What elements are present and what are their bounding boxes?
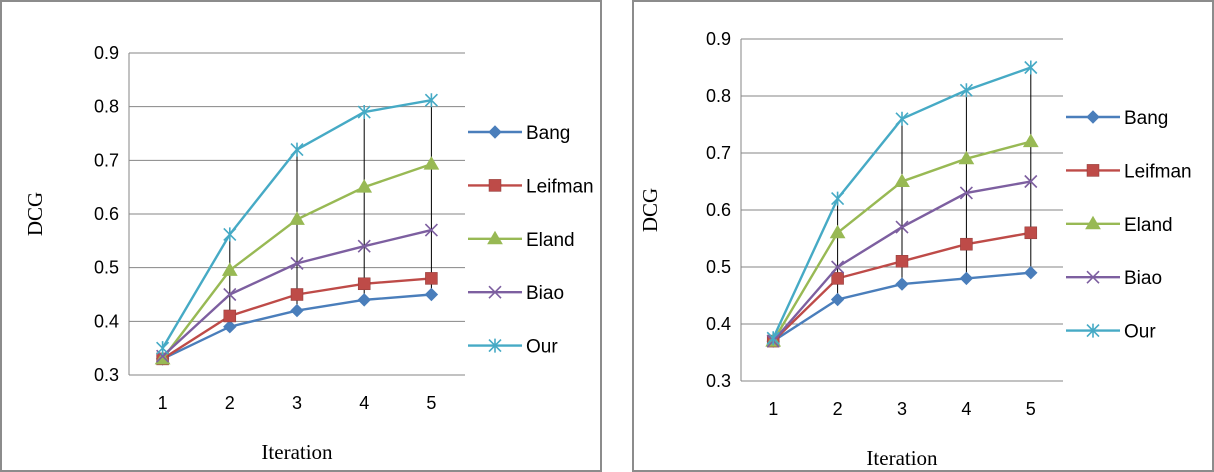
data-point-our [156,341,170,356]
data-point-biao [831,260,845,274]
legend-label-leifman: Leifman [526,176,594,197]
legend-label-leifman: Leifman [1124,161,1192,182]
data-point-bang [357,293,371,307]
data-point-biao [290,256,304,270]
data-point-eland [356,179,373,193]
data-point-our [895,111,909,126]
data-point-eland [221,262,238,276]
y-tick-label: 0.6 [94,204,119,224]
x-tick-label: 5 [1026,399,1036,419]
data-point-bang [830,292,845,307]
legend-label-eland: Eland [1124,215,1173,236]
y-tick-label: 0.9 [706,29,731,49]
data-point-leifman [357,277,371,291]
chart-panel-left: 0.3 0.4 0.5 0.6 0.7 0.8 0.9 1 2 3 4 5 Iteration DCG Ba… [0,0,602,472]
legend-marker-leifman [488,179,502,192]
x-axis-label: Iteration [866,446,938,470]
data-point-leifman [831,272,844,285]
legend-label-our: Our [526,337,558,358]
y-tick-label: 0.7 [706,143,731,163]
data-point-biao [1024,174,1038,189]
x-tick-label: 2 [225,393,235,413]
data-point-our [290,142,304,157]
legend-label-bang: Bang [526,123,570,144]
data-point-biao [223,287,237,302]
legend-marker-bang [488,125,502,139]
data-point-leifman [895,255,909,268]
data-point-eland [423,156,440,170]
data-point-biao [959,186,973,200]
data-point-leifman [223,309,237,323]
y-tick-label: 0.5 [94,258,119,278]
data-point-our [959,83,973,98]
x-tick-label: 3 [897,399,907,419]
legend-marker-eland [487,230,503,245]
legend-label-eland: Eland [526,230,575,251]
legend-marker-bang [1086,110,1100,124]
legend-marker-our [1086,323,1100,338]
x-tick-label: 1 [158,393,168,413]
y-tick-label: 0.8 [706,86,731,106]
x-tick-label: 4 [961,399,971,419]
data-point-leifman [960,237,973,251]
x-tick-label: 4 [359,393,369,413]
legend-marker-our [488,338,502,353]
x-tick-label: 5 [426,393,436,413]
dcg-chart-left: 0.3 0.4 0.5 0.6 0.7 0.8 0.9 1 2 3 4 5 Iteration DCG Ba… [23,43,594,464]
y-tick-label: 0.9 [94,43,119,63]
legend-label-biao: Biao [526,283,564,304]
panel-gap [602,0,632,472]
data-point-biao [424,223,438,237]
legend-label-our: Our [1124,322,1156,343]
data-point-leifman [1024,226,1038,240]
legend-marker-leifman [1086,164,1100,177]
data-point-bang [424,287,439,302]
data-point-bang [959,271,974,286]
data-point-eland [1022,133,1039,148]
data-point-bang [895,277,909,291]
y-tick-label: 0.8 [94,97,119,117]
legend-marker-biao [1086,270,1100,284]
y-tick-label: 0.3 [706,371,731,391]
data-point-eland [289,211,305,225]
chart-panel-right: 0.3 0.4 0.5 0.6 0.7 0.8 0.9 1 2 3 4 5 Iteration DCG Ba… [632,0,1214,472]
data-point-our [223,227,237,242]
y-axis-label: DCG [23,192,47,236]
data-point-bang [290,303,304,318]
data-point-our [831,191,845,206]
data-point-eland [894,173,910,187]
data-point-biao [357,239,371,253]
x-tick-label: 3 [292,393,302,413]
y-tick-label: 0.6 [706,200,731,220]
y-tick-label: 0.5 [706,257,731,277]
data-point-eland [958,150,975,165]
y-tick-label: 0.7 [94,150,119,170]
legend-marker-biao [488,285,502,299]
data-point-biao [895,220,909,234]
data-point-our [1024,60,1038,75]
legend-marker-eland [1085,215,1101,230]
x-axis-label: Iteration [261,440,333,464]
y-tick-label: 0.3 [94,365,119,385]
data-point-leifman [290,288,304,301]
dcg-chart-right: 0.3 0.4 0.5 0.6 0.7 0.8 0.9 1 2 3 4 5 Iteration DCG Ba… [638,29,1192,470]
x-tick-label: 2 [833,399,843,419]
legend-label-bang: Bang [1124,108,1168,129]
y-axis-label: DCG [638,188,662,232]
legend-label-biao: Biao [1124,268,1162,289]
y-tick-label: 0.4 [706,314,731,334]
data-point-bang [1024,265,1038,280]
x-tick-label: 1 [768,399,778,419]
data-point-our [766,331,780,346]
data-point-bang [223,319,237,334]
data-point-eland [154,350,171,365]
y-tick-label: 0.4 [94,311,119,331]
data-point-eland [829,224,846,239]
data-point-our [357,105,371,120]
data-point-our [424,93,438,108]
data-point-leifman [425,272,438,285]
